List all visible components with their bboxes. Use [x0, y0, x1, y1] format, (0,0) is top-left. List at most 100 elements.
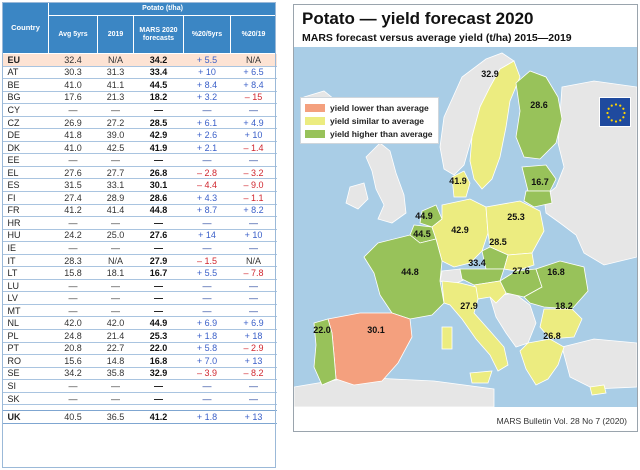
cell-pct-vs-2019: —: [230, 103, 277, 117]
cell-2019: 35.8: [97, 367, 134, 381]
cell-avg-5yrs: 40.5: [48, 410, 98, 424]
table-row-hu: HU 24.2 25.0 27.6 + 14 + 10: [2, 229, 277, 243]
eu-flag-logo: [599, 97, 631, 127]
table-row-si: SI — — — — —: [2, 379, 277, 393]
cell-country: IT: [2, 254, 49, 268]
cell-avg-5yrs: 32.4: [48, 53, 98, 67]
cell-pct-vs-2019: – 3.2: [230, 166, 277, 180]
table-row-cy: CY — — — — —: [2, 103, 277, 117]
cell-2019: —: [97, 379, 134, 393]
cell-avg-5yrs: 42.0: [48, 316, 98, 331]
region-greece: [519, 338, 565, 386]
cell-country: SE: [2, 367, 49, 381]
cell-country: PL: [2, 329, 49, 343]
cell-pct-vs-5yrs: + 6.1: [183, 116, 231, 130]
cell-pct-vs-5yrs: + 7.0: [183, 354, 231, 368]
cell-mars-forecast: —: [133, 103, 184, 117]
cell-pct-vs-5yrs: —: [183, 103, 231, 117]
cell-pct-vs-2019: + 8.4: [230, 78, 277, 92]
table-row-es: ES 31.5 33.1 30.1– 4.4– 9.0: [2, 178, 277, 192]
map-label-fr: 44.8: [401, 267, 419, 277]
cell-pct-vs-5yrs: + 8.4: [183, 78, 231, 92]
cell-country: EE: [2, 153, 49, 167]
map-label-se: 32.9: [481, 69, 499, 79]
cell-mars-forecast: 27.6: [133, 229, 184, 243]
cell-mars-forecast: 28.5: [133, 116, 184, 130]
cell-mars-forecast: —: [133, 379, 184, 393]
cell-avg-5yrs: 41.8: [48, 128, 98, 142]
cell-mars-forecast: 34.2: [133, 53, 184, 67]
map-label-pl: 25.3: [507, 212, 525, 222]
cell-pct-vs-5yrs: + 5.5: [183, 53, 231, 67]
cell-pct-vs-2019: + 8.2: [230, 204, 277, 218]
cell-country: CZ: [2, 116, 49, 130]
table-row-mt: MT — — — — —: [2, 304, 277, 318]
cell-avg-5yrs: 30.3: [48, 66, 98, 80]
cell-pct-vs-5yrs: + 4.3: [183, 191, 231, 205]
region-portugal: [313, 318, 337, 386]
cell-avg-5yrs: —: [48, 279, 98, 293]
table-row-sk: SK — — — — —: [2, 392, 277, 406]
map-area: 32.9 28.6 41.9 16.7 44.9 44.5 42.9 25.3 28.5 33.4…: [294, 47, 637, 407]
map-label-el: 26.8: [543, 331, 561, 341]
cell-pct-vs-5yrs: – 4.4: [183, 178, 231, 192]
region-italy: [441, 280, 509, 384]
cell-pct-vs-2019: – 1.1: [230, 191, 277, 205]
region-russia-belarus-ukraine: [543, 80, 637, 266]
table-row-ro: RO 15.6 14.8 16.8 + 7.0 + 13: [2, 354, 277, 368]
map-label-de: 42.9: [451, 225, 469, 235]
cell-avg-5yrs: —: [48, 153, 98, 167]
cell-mars-forecast: —: [133, 241, 184, 255]
yield-table-panel: Country Potato (t/ha) Avg 5yrs 2019 MARS…: [2, 2, 278, 424]
cell-country: LU: [2, 279, 49, 293]
cell-country: AT: [2, 66, 49, 80]
cell-pct-vs-2019: – 8.2: [230, 367, 277, 381]
region-finland: [515, 70, 563, 160]
cell-pct-vs-5yrs: – 2.8: [183, 166, 231, 180]
cell-pct-vs-5yrs: + 1.8: [183, 410, 231, 424]
cell-2019: 25.0: [97, 229, 134, 243]
cell-avg-5yrs: 24.8: [48, 329, 98, 343]
cell-pct-vs-5yrs: + 2.6: [183, 128, 231, 142]
cell-2019: —: [97, 291, 134, 305]
table-row-lu: LU — — — — —: [2, 279, 277, 293]
cell-country: SK: [2, 392, 49, 406]
cell-country: ES: [2, 178, 49, 192]
cell-pct-vs-2019: + 10: [230, 128, 277, 142]
map-label-ro: 16.8: [547, 267, 565, 277]
eu-stars-icon: [606, 103, 626, 123]
cell-2019: 18.1: [97, 266, 134, 280]
eu-star-9: [610, 104, 613, 107]
region-uk-ireland: [345, 142, 407, 224]
cell-mars-forecast: 28.6: [133, 191, 184, 205]
map-panel: Potato — yield forecast 2020 MARS foreca…: [293, 4, 638, 432]
header-pct-vs-2019: %20/19: [229, 15, 278, 54]
cell-mars-forecast: 30.1: [133, 178, 184, 192]
table-row-pt: PT 20.8 22.7 22.0 + 5.8– 2.9: [2, 342, 277, 356]
cell-pct-vs-5yrs: + 6.9: [183, 316, 231, 331]
header-2019: 2019: [97, 15, 134, 54]
eu-star-7: [606, 111, 609, 115]
cell-2019: 31.3: [97, 66, 134, 80]
cell-avg-5yrs: 41.0: [48, 141, 98, 155]
table-row-nl: NL 42.0 42.0 44.9 + 6.9 + 6.9: [2, 316, 277, 331]
cell-2019: 42.5: [97, 141, 134, 155]
legend-item-lower: yield lower than average: [305, 101, 433, 114]
map-legend: yield lower than average yield similar t…: [300, 97, 439, 144]
eu-star-3: [619, 119, 622, 122]
region-bulgaria: [539, 308, 583, 340]
cell-avg-5yrs: —: [48, 216, 98, 230]
cell-pct-vs-5yrs: —: [183, 379, 231, 393]
eu-star-12: [622, 107, 625, 110]
cell-country: PT: [2, 342, 49, 356]
cell-pct-vs-2019: + 4.9: [230, 116, 277, 130]
cell-pct-vs-2019: + 13: [230, 354, 277, 368]
map-title: Potato — yield forecast 2020: [302, 9, 534, 28]
map-label-at: 33.4: [468, 258, 486, 268]
cell-country: DK: [2, 141, 49, 155]
eu-star-5: [610, 119, 613, 122]
table-row-eu: EU 32.4 N/A 34.2 + 5.5 N/A: [2, 53, 277, 67]
cell-avg-5yrs: 27.4: [48, 191, 98, 205]
cell-pct-vs-2019: —: [230, 279, 277, 293]
cell-country: LT: [2, 266, 49, 280]
